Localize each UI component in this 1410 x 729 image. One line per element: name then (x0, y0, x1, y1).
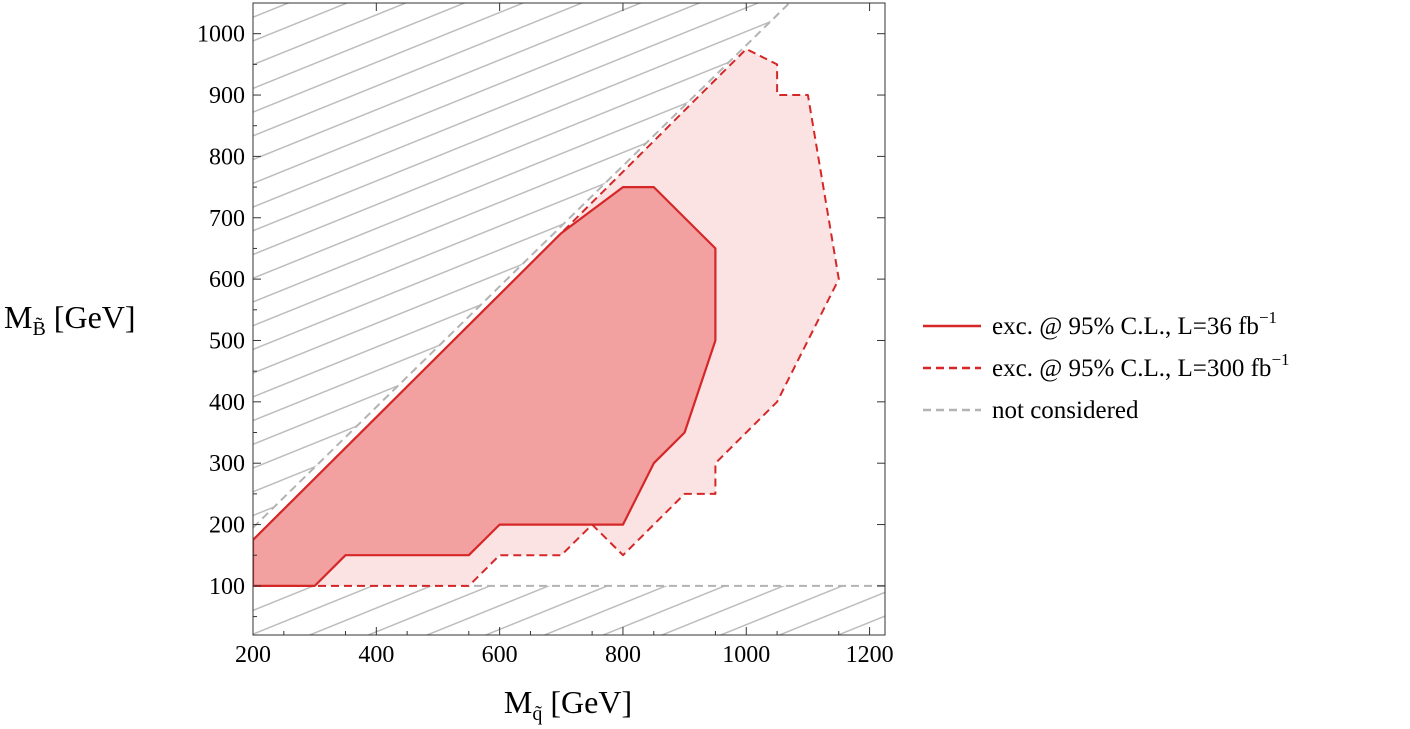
y-tick-label: 1000 (197, 22, 245, 48)
x-axis-label-unit: [GeV] (550, 684, 632, 720)
y-axis-label-unit: [GeV] (54, 299, 136, 335)
y-tick-label: 200 (209, 513, 245, 539)
y-tick-label: 300 (209, 451, 245, 477)
legend-label: not considered (992, 397, 1139, 424)
y-tick-label: 500 (209, 328, 245, 354)
y-tick-label: 400 (209, 390, 245, 416)
not-considered-boundary-diagonal (253, 3, 791, 529)
y-tick-label: 600 (209, 267, 245, 293)
not-considered-region-lower (253, 585, 885, 635)
x-axis-label: Mq̃ [GeV] (504, 684, 632, 725)
x-tick-label: 800 (605, 642, 641, 668)
y-axis-label-subscript: B̃ (32, 316, 45, 340)
x-tick-label: 200 (235, 642, 271, 668)
x-tick-label: 600 (482, 642, 518, 668)
legend-label: exc. @ 95% C.L., L=36 fb−1 (992, 308, 1277, 340)
x-axis-label-subscript: q̃ (532, 703, 542, 725)
legend-label: exc. @ 95% C.L., L=300 fb−1 (992, 350, 1290, 382)
x-axis-label-main: M (504, 684, 532, 720)
y-tick-label: 100 (209, 574, 245, 600)
exclusion-region-36fb (253, 186, 717, 588)
y-axis-label: MB̃ [GeV] (4, 299, 136, 340)
plot-frame (252, 2, 886, 636)
x-tick-label: 1000 (722, 642, 770, 668)
legend: exc. @ 95% C.L., L=36 fb−1 exc. @ 95% C.L… (923, 308, 1290, 424)
y-axis-label-main: M (4, 299, 32, 335)
y-tick-label: 900 (209, 83, 245, 109)
y-tick-label: 700 (209, 206, 245, 232)
x-tick-label: 1200 (846, 642, 894, 668)
y-tick-label: 800 (209, 144, 245, 170)
x-tick-label: 400 (358, 642, 394, 668)
